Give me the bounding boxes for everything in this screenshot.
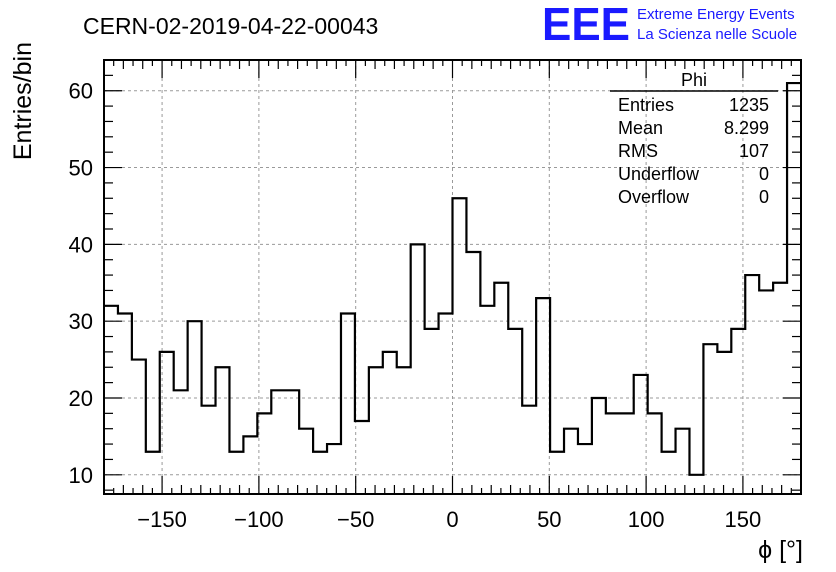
stats-row-value: 107: [739, 141, 769, 161]
eee-logo-mark: EEE: [542, 0, 630, 50]
eee-logo-line1: Extreme Energy Events: [637, 6, 795, 23]
x-tick-label: 150: [725, 507, 762, 532]
run-title: CERN-02-2019-04-22-00043: [83, 13, 378, 39]
y-tick-label: 50: [69, 156, 93, 181]
x-tick-label: −50: [337, 507, 374, 532]
y-axis-label: Entries/bin: [9, 42, 37, 160]
stats-row-label: Entries: [618, 95, 674, 115]
x-tick-label: 50: [537, 507, 561, 532]
stats-row-label: Mean: [618, 118, 663, 138]
y-tick-label: 10: [69, 463, 93, 488]
eee-logo: EEE Extreme Energy Events La Scienza nel…: [542, 0, 797, 50]
histogram-line: [104, 81, 801, 476]
y-tick-label: 20: [69, 386, 93, 411]
plot-frame: [103, 59, 802, 495]
y-tick-label: 60: [69, 79, 93, 104]
stats-row-label: Overflow: [618, 187, 690, 207]
x-tick-label: 100: [628, 507, 665, 532]
stats-row-value: 0: [759, 187, 769, 207]
eee-logo-line2: La Scienza nelle Scuole: [637, 26, 797, 43]
x-tick-label: −100: [234, 507, 284, 532]
x-tick-label: 0: [446, 507, 458, 532]
x-axis-label: ϕ [°]: [758, 536, 803, 564]
stats-title: Phi: [681, 70, 707, 90]
stats-row-value: 1235: [729, 95, 769, 115]
tick-labels: −150 −100 −50 0 50 100 150 10 20 30 40 50 60: [69, 79, 762, 532]
stats-row-value: 0: [759, 164, 769, 184]
grid-lines: [104, 60, 801, 494]
x-tick-label: −150: [137, 507, 187, 532]
stats-box: Phi Entries 1235 Mean 8.299 RMS 107 Underflow 0…: [610, 70, 778, 207]
stats-row-value: 8.299: [724, 118, 769, 138]
y-tick-label: 40: [69, 232, 93, 257]
y-tick-label: 30: [69, 309, 93, 334]
stats-row-label: Underflow: [618, 164, 700, 184]
stats-rows: Entries 1235 Mean 8.299 RMS 107 Underflow 0 Over…: [618, 95, 769, 207]
stats-row-label: RMS: [618, 141, 658, 161]
